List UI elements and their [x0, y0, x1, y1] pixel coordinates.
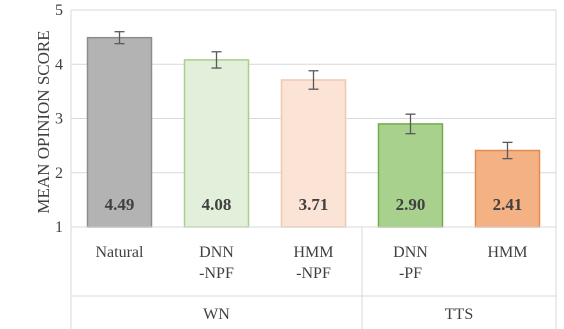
category-label: Natural — [96, 244, 145, 261]
group-labels: WN TTS — [203, 306, 473, 323]
y-tick-label: 4 — [55, 56, 63, 73]
group-label: TTS — [445, 306, 473, 323]
data-labels: 4.49 4.08 3.71 2.90 2.41 — [105, 195, 523, 214]
group-label: WN — [203, 306, 230, 323]
bar — [86, 36, 153, 228]
category-label: DNN -NPF — [199, 244, 234, 282]
data-label: 2.90 — [396, 195, 426, 214]
y-tick-labels: 1 2 3 4 5 — [55, 2, 63, 236]
y-tick-label: 5 — [55, 2, 63, 19]
data-label: 2.41 — [493, 195, 523, 214]
y-axis-label: MEAN OPINION SCORE — [34, 30, 53, 213]
y-tick-label: 2 — [55, 165, 63, 182]
bar — [377, 123, 444, 228]
bar — [474, 149, 541, 228]
error-bars — [114, 31, 513, 160]
category-label: DNN -PF — [393, 244, 428, 282]
y-axis-title: MEAN OPINION SCORE — [34, 30, 53, 213]
y-tick-label: 1 — [55, 219, 63, 236]
data-label: 3.71 — [299, 195, 329, 214]
y-tick-label: 3 — [55, 111, 63, 128]
category-labels: Natural DNN -NPF HMM -NPF DNN -PF HMM — [96, 244, 528, 282]
category-label: HMM -NPF — [293, 244, 333, 282]
category-label: HMM — [487, 244, 527, 261]
x-axis — [70, 9, 557, 329]
data-label: 4.08 — [202, 195, 232, 214]
data-label: 4.49 — [105, 195, 135, 214]
